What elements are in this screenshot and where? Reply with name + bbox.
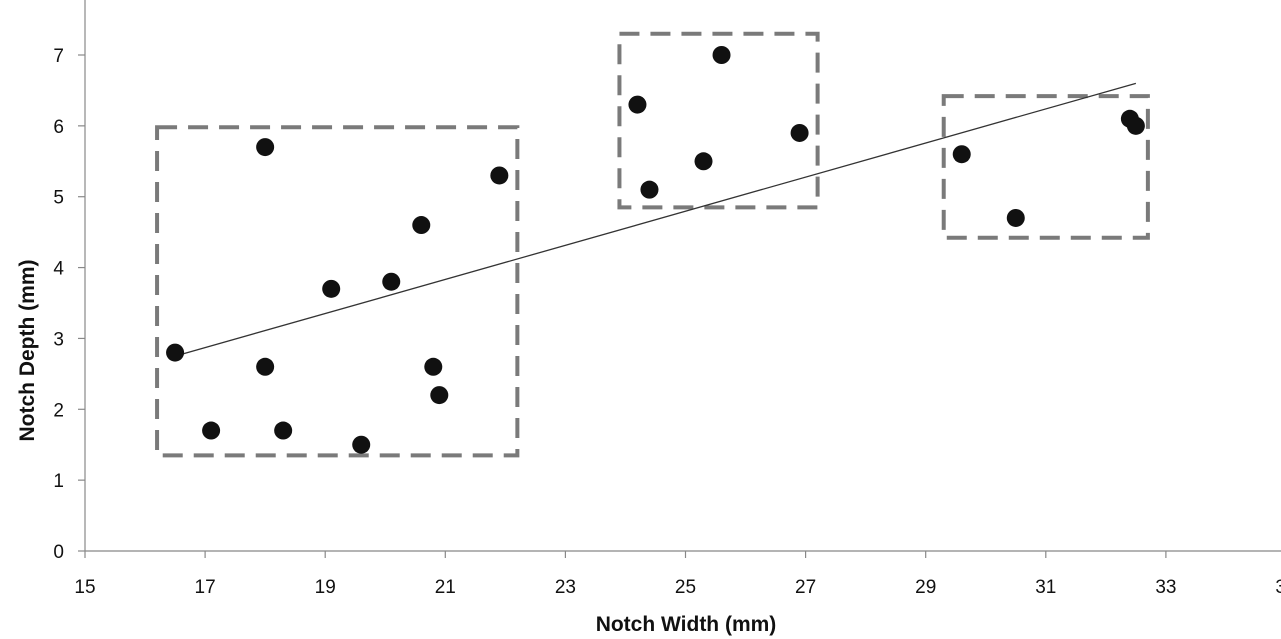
x-tick-label: 15 [74,577,95,598]
y-tick-label: 1 [53,471,64,492]
data-point [712,46,731,64]
data-point [790,123,809,142]
group-box [155,125,520,458]
data-point [952,145,971,164]
y-tick-label: 4 [53,259,64,280]
x-tick-label: 29 [915,577,936,598]
y-tick-label: 2 [53,400,64,421]
data-point [382,272,401,291]
data-point [430,386,449,405]
axes [84,0,1281,552]
data-point [628,95,647,114]
data-point [352,435,371,454]
data-points [166,46,1145,454]
y-axis-title: Notch Depth (mm) [16,260,39,442]
group-box [941,94,1150,240]
data-point [412,216,431,235]
y-tick-label: 5 [53,188,64,209]
data-point [1126,116,1145,135]
data-point [166,343,185,362]
y-tick-label: 7 [53,46,64,67]
trendline [174,82,1137,357]
y-axis-ticks: 0 1 2 3 4 5 6 7 [53,46,85,563]
group-boxes [155,31,1150,458]
y-tick-label: 3 [53,329,64,350]
x-tick-label: 31 [1035,577,1056,598]
x-tick-label: 35 [1275,577,1281,598]
x-tick-label: 33 [1155,577,1176,598]
data-point [256,138,275,157]
y-tick-label: 6 [53,117,64,138]
data-point [1006,208,1025,227]
data-point [274,421,293,440]
x-axis-ticks: 15 17 19 21 23 25 27 29 31 33 35 [74,551,1281,598]
x-axis-title: Notch Width (mm) [596,613,777,636]
data-point [322,279,341,298]
data-point [202,421,221,440]
data-point [256,357,275,376]
data-point [640,180,659,199]
x-tick-label: 19 [315,577,336,598]
y-tick-label: 0 [53,542,64,563]
data-point [424,357,443,376]
x-tick-label: 27 [795,577,816,598]
group-box [617,31,820,210]
data-point [490,166,509,185]
x-tick-label: 23 [555,577,576,598]
x-tick-label: 17 [195,577,216,598]
x-tick-label: 25 [675,577,696,598]
data-point [694,152,713,171]
x-tick-label: 21 [435,577,456,598]
